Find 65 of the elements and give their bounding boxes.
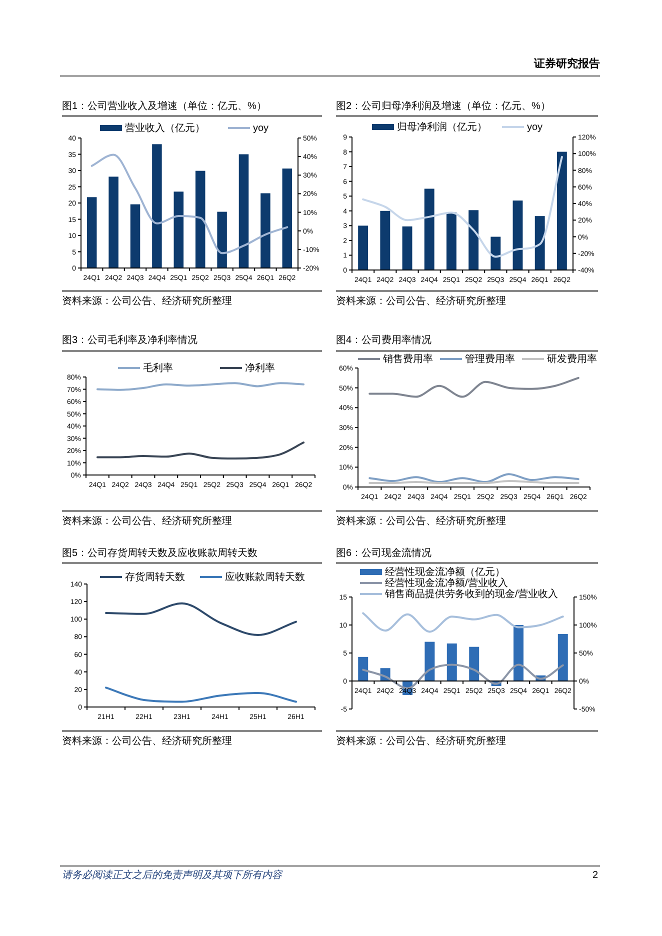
legend-label: 存货周转天数 <box>125 571 185 583</box>
bar <box>260 193 270 268</box>
text: 2 <box>592 870 598 881</box>
bar <box>512 200 523 270</box>
text: 资料来源：公司公告、经济研究所整理 <box>62 295 232 307</box>
line-series <box>368 376 580 398</box>
text: 资料来源：公司公告、经济研究所整理 <box>336 515 506 527</box>
legend-label: 管理费用率 <box>465 353 515 365</box>
legend-label: 净利率 <box>245 362 275 374</box>
legend-label: 经营性现金流净额（亿元） <box>385 566 505 578</box>
legend-label: 归母净利润（亿元） <box>397 121 487 133</box>
chart-title: 图4：公司费用率情况 <box>336 334 432 346</box>
line-series <box>96 442 305 460</box>
legend-label: yoy <box>527 122 543 133</box>
bar <box>468 210 479 270</box>
bar <box>108 176 118 268</box>
bar <box>152 144 162 268</box>
chart-title: 图3：公司毛利率及净利率情况 <box>62 334 198 346</box>
line-series <box>362 612 564 633</box>
chart-title: 图1：公司营业收入及增速（单位：亿元、%） <box>62 100 266 112</box>
text: 请务必阅读正文之后的免责声明及其项下所有内容 <box>62 869 283 881</box>
bar <box>556 152 567 270</box>
bar <box>446 643 457 681</box>
line-series <box>96 382 305 391</box>
bar <box>558 634 568 681</box>
legend-label: 毛利率 <box>143 362 173 374</box>
legend-label: 研发费用率 <box>547 353 597 365</box>
text: 资料来源：公司公告、经济研究所整理 <box>62 515 232 527</box>
bar <box>380 210 390 270</box>
bar <box>534 216 545 270</box>
bar <box>130 204 140 268</box>
legend-label: 应收账款周转天数 <box>225 571 305 583</box>
bar <box>174 192 184 268</box>
legend-label: 经营性现金流净额/营业收入 <box>385 577 508 589</box>
bar <box>217 212 227 268</box>
line-series <box>362 156 563 258</box>
line-series <box>368 473 580 484</box>
text: 资料来源：公司公告、经济研究所整理 <box>336 735 506 747</box>
bar <box>358 656 368 681</box>
bar <box>424 188 434 270</box>
bar <box>490 236 501 270</box>
legend-label: 销售费用率 <box>382 353 433 365</box>
bar <box>238 154 249 268</box>
bar <box>358 226 368 270</box>
bar <box>424 642 435 681</box>
legend-label: yoy <box>253 123 269 134</box>
line-series <box>105 686 297 703</box>
line-series <box>105 602 297 636</box>
bar <box>195 170 206 268</box>
line-series <box>90 154 288 254</box>
bar <box>514 625 524 681</box>
bar <box>469 646 480 681</box>
text: 证券研究报告 <box>533 57 600 70</box>
line-series <box>362 664 564 690</box>
text: 资料来源：公司公告、经济研究所整理 <box>62 735 232 747</box>
bar <box>402 226 412 270</box>
bar <box>446 212 456 270</box>
legend-label: 营业收入（亿元） <box>125 122 205 134</box>
chart-title: 图5：公司存货周转天数及应收账款周转天数 <box>62 547 258 559</box>
legend-label: 销售商品提供劳务收到的现金/营业收入 <box>384 588 558 600</box>
bar <box>282 168 292 268</box>
bar <box>86 197 97 268</box>
chart-title: 图2：公司归母净利润及增速（单位：亿元、%） <box>336 100 550 112</box>
text: 资料来源：公司公告、经济研究所整理 <box>336 295 506 307</box>
chart-title: 图6：公司现金流情况 <box>336 547 432 559</box>
